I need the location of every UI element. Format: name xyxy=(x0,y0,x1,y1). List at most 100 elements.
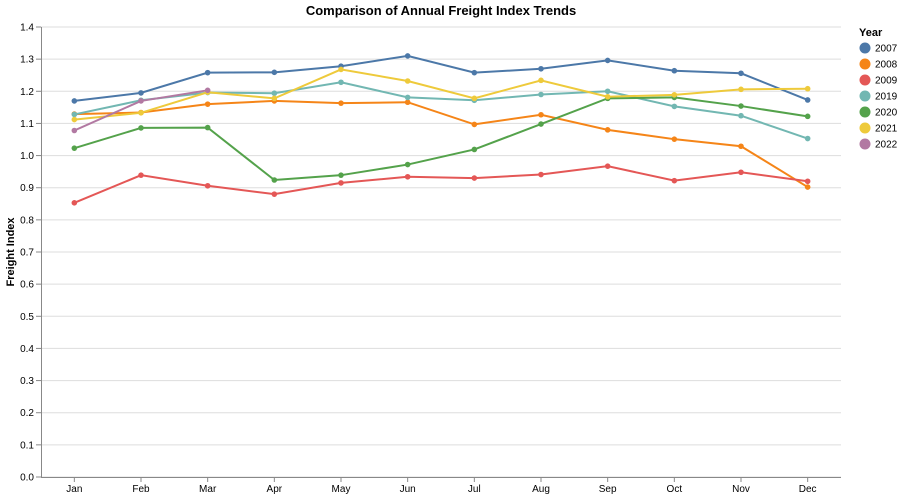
data-point-2020-May[interactable] xyxy=(338,172,344,178)
series-2007 xyxy=(71,53,811,104)
legend-symbol xyxy=(859,138,871,150)
data-point-2007-Oct[interactable] xyxy=(671,67,678,74)
data-point-2020-Jul[interactable] xyxy=(471,146,478,153)
data-point-2008-Dec[interactable] xyxy=(804,184,811,190)
data-point-2008-Mar[interactable] xyxy=(204,101,211,107)
series xyxy=(71,53,811,206)
legend-item-2020[interactable]: 2020 xyxy=(859,106,898,119)
data-point-2022-Feb[interactable] xyxy=(138,98,144,104)
legend-label: 2021 xyxy=(875,124,898,135)
data-point-2020-Jan[interactable] xyxy=(71,145,78,151)
data-point-2008-Jul[interactable] xyxy=(471,121,478,128)
data-point-2008-Aug[interactable] xyxy=(538,111,544,118)
x-tick-label: Nov xyxy=(732,484,750,495)
legend-item-2008[interactable]: 2008 xyxy=(859,58,898,71)
data-point-2009-Jun[interactable] xyxy=(404,173,411,180)
data-point-2021-Nov[interactable] xyxy=(738,86,744,93)
data-point-2009-Jan[interactable] xyxy=(71,200,78,206)
data-point-2021-Dec[interactable] xyxy=(804,85,811,92)
data-point-2020-Mar[interactable] xyxy=(204,124,211,131)
data-point-2019-May[interactable] xyxy=(338,79,344,86)
data-point-2007-Apr[interactable] xyxy=(271,69,278,76)
y-axis-title: Freight Index xyxy=(5,217,17,287)
data-point-2008-Sep[interactable] xyxy=(604,127,611,133)
data-point-2009-Aug[interactable] xyxy=(538,171,544,178)
x-tick-label: Jun xyxy=(400,484,416,495)
y-tick-label: 0.5 xyxy=(20,312,34,323)
data-point-2021-Apr[interactable] xyxy=(271,95,278,102)
axes: 0.0 0.1 0.2 0.3 0.4 0.5 0.6 0.7 0.8 0.9 1.0 1.1 1.2 1… xyxy=(20,23,841,495)
data-point-2009-Mar[interactable] xyxy=(204,182,211,189)
legend-item-2022[interactable]: 2022 xyxy=(859,138,898,151)
data-point-2007-Mar[interactable] xyxy=(204,69,211,76)
series-2021 xyxy=(71,66,811,123)
legend-item-2019[interactable]: 2019 xyxy=(859,90,898,103)
x-tick-label: May xyxy=(332,484,351,495)
data-point-2022-Jan[interactable] xyxy=(71,127,78,134)
data-point-2021-Jun[interactable] xyxy=(404,78,411,84)
legend-item-2007[interactable]: 2007 xyxy=(859,42,898,55)
data-point-2007-Jul[interactable] xyxy=(471,69,478,76)
series-line-2019 xyxy=(74,81,808,140)
legend: Year 2007 2008 2009 2019 2020 2021 2022 xyxy=(859,27,898,151)
x-tick-label: Jan xyxy=(66,484,82,495)
data-point-2007-Jan[interactable] xyxy=(71,98,78,104)
data-point-2021-Jan[interactable] xyxy=(71,116,78,123)
data-point-2021-Oct[interactable] xyxy=(671,92,678,98)
data-point-2008-May[interactable] xyxy=(338,100,344,106)
data-point-2007-Jun[interactable] xyxy=(404,53,411,59)
data-point-2009-Nov[interactable] xyxy=(738,169,744,176)
series-line-2009 xyxy=(73,165,808,204)
x-tick-label: Dec xyxy=(799,484,817,495)
data-point-2007-Nov[interactable] xyxy=(738,70,744,77)
series-2020 xyxy=(71,94,811,183)
data-point-2022-Mar[interactable] xyxy=(204,87,211,94)
data-point-2019-Jun[interactable] xyxy=(404,94,411,101)
legend-symbol xyxy=(859,122,871,134)
data-point-2019-Oct[interactable] xyxy=(671,103,678,110)
data-point-2021-Sep[interactable] xyxy=(604,93,611,100)
data-point-2009-Sep[interactable] xyxy=(604,163,611,169)
data-point-2007-Dec[interactable] xyxy=(804,97,811,103)
data-point-2019-Apr[interactable] xyxy=(271,90,278,97)
data-point-2007-Aug[interactable] xyxy=(538,65,544,72)
data-point-2021-Aug[interactable] xyxy=(538,77,544,84)
data-point-2009-Jul[interactable] xyxy=(471,175,478,181)
legend-item-2009[interactable]: 2009 xyxy=(859,74,898,87)
data-point-2020-Jun[interactable] xyxy=(404,161,411,168)
data-point-2020-Feb[interactable] xyxy=(138,125,144,131)
data-point-2009-Feb[interactable] xyxy=(138,172,144,178)
data-point-2007-Sep[interactable] xyxy=(604,57,611,64)
data-point-2009-Dec[interactable] xyxy=(804,178,811,185)
data-point-2020-Dec[interactable] xyxy=(804,113,811,120)
legend-symbol xyxy=(859,74,871,86)
series-line-2021 xyxy=(74,68,808,121)
y-tick-label: 0.3 xyxy=(20,376,34,387)
y-tick-label: 0.0 xyxy=(20,473,34,484)
data-point-2021-May[interactable] xyxy=(338,66,344,73)
data-point-2009-Oct[interactable] xyxy=(671,177,678,184)
data-point-2008-Nov[interactable] xyxy=(738,143,744,150)
legend-item-2021[interactable]: 2021 xyxy=(859,122,898,135)
data-point-2020-Apr[interactable] xyxy=(271,177,278,183)
data-point-2020-Aug[interactable] xyxy=(538,121,544,127)
data-point-2021-Jul[interactable] xyxy=(471,95,478,102)
data-point-2019-Sep[interactable] xyxy=(604,88,611,95)
y-tick-label: 0.6 xyxy=(20,280,34,291)
data-point-2019-Nov[interactable] xyxy=(738,112,744,119)
legend-label: 2008 xyxy=(875,60,898,71)
data-point-2008-Oct[interactable] xyxy=(671,136,678,142)
data-point-2021-Feb[interactable] xyxy=(138,110,144,116)
legend-symbol xyxy=(859,106,871,118)
data-point-2007-Feb[interactable] xyxy=(138,90,144,96)
data-point-2009-May[interactable] xyxy=(338,180,344,186)
data-point-2019-Aug[interactable] xyxy=(538,91,544,98)
data-point-2019-Dec[interactable] xyxy=(804,135,811,142)
x-tick-label: Oct xyxy=(667,484,683,495)
data-point-2020-Nov[interactable] xyxy=(738,103,744,109)
data-point-2019-Jan[interactable] xyxy=(71,111,78,118)
data-point-2008-Jun[interactable] xyxy=(404,99,411,106)
data-point-2009-Apr[interactable] xyxy=(271,191,278,197)
